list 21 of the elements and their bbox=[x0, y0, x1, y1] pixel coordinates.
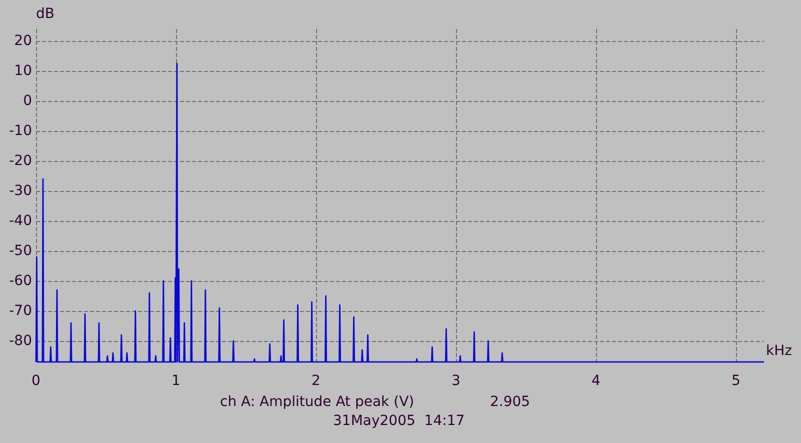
y-tick-label: -50 bbox=[9, 243, 32, 259]
y-tick-label: -20 bbox=[9, 153, 32, 169]
text: 2.905 bbox=[490, 394, 530, 410]
y-tick-label: -60 bbox=[9, 273, 32, 289]
y-tick-label: -40 bbox=[9, 213, 32, 229]
y-axis-title: dB bbox=[36, 6, 54, 22]
x-tick-label: 1 bbox=[172, 373, 180, 389]
y-tick-label: -30 bbox=[9, 183, 32, 199]
y-tick-label: -10 bbox=[9, 123, 32, 139]
x-tick-label: 2 bbox=[312, 373, 320, 389]
x-tick-label: 3 bbox=[452, 373, 460, 389]
y-tick-label: 10 bbox=[14, 63, 32, 79]
x-axis-title: kHz bbox=[766, 343, 792, 359]
y-tick-label: 20 bbox=[14, 33, 32, 49]
x-tick-label: 5 bbox=[732, 373, 740, 389]
y-tick-label: 0 bbox=[23, 93, 32, 109]
y-tick-label: -80 bbox=[9, 333, 32, 349]
x-tick-label: 4 bbox=[592, 373, 601, 389]
text: ch A: Amplitude At peak (V) bbox=[220, 394, 414, 410]
text: 31May2005 14:17 bbox=[333, 413, 465, 429]
y-tick-label: -70 bbox=[9, 303, 32, 319]
